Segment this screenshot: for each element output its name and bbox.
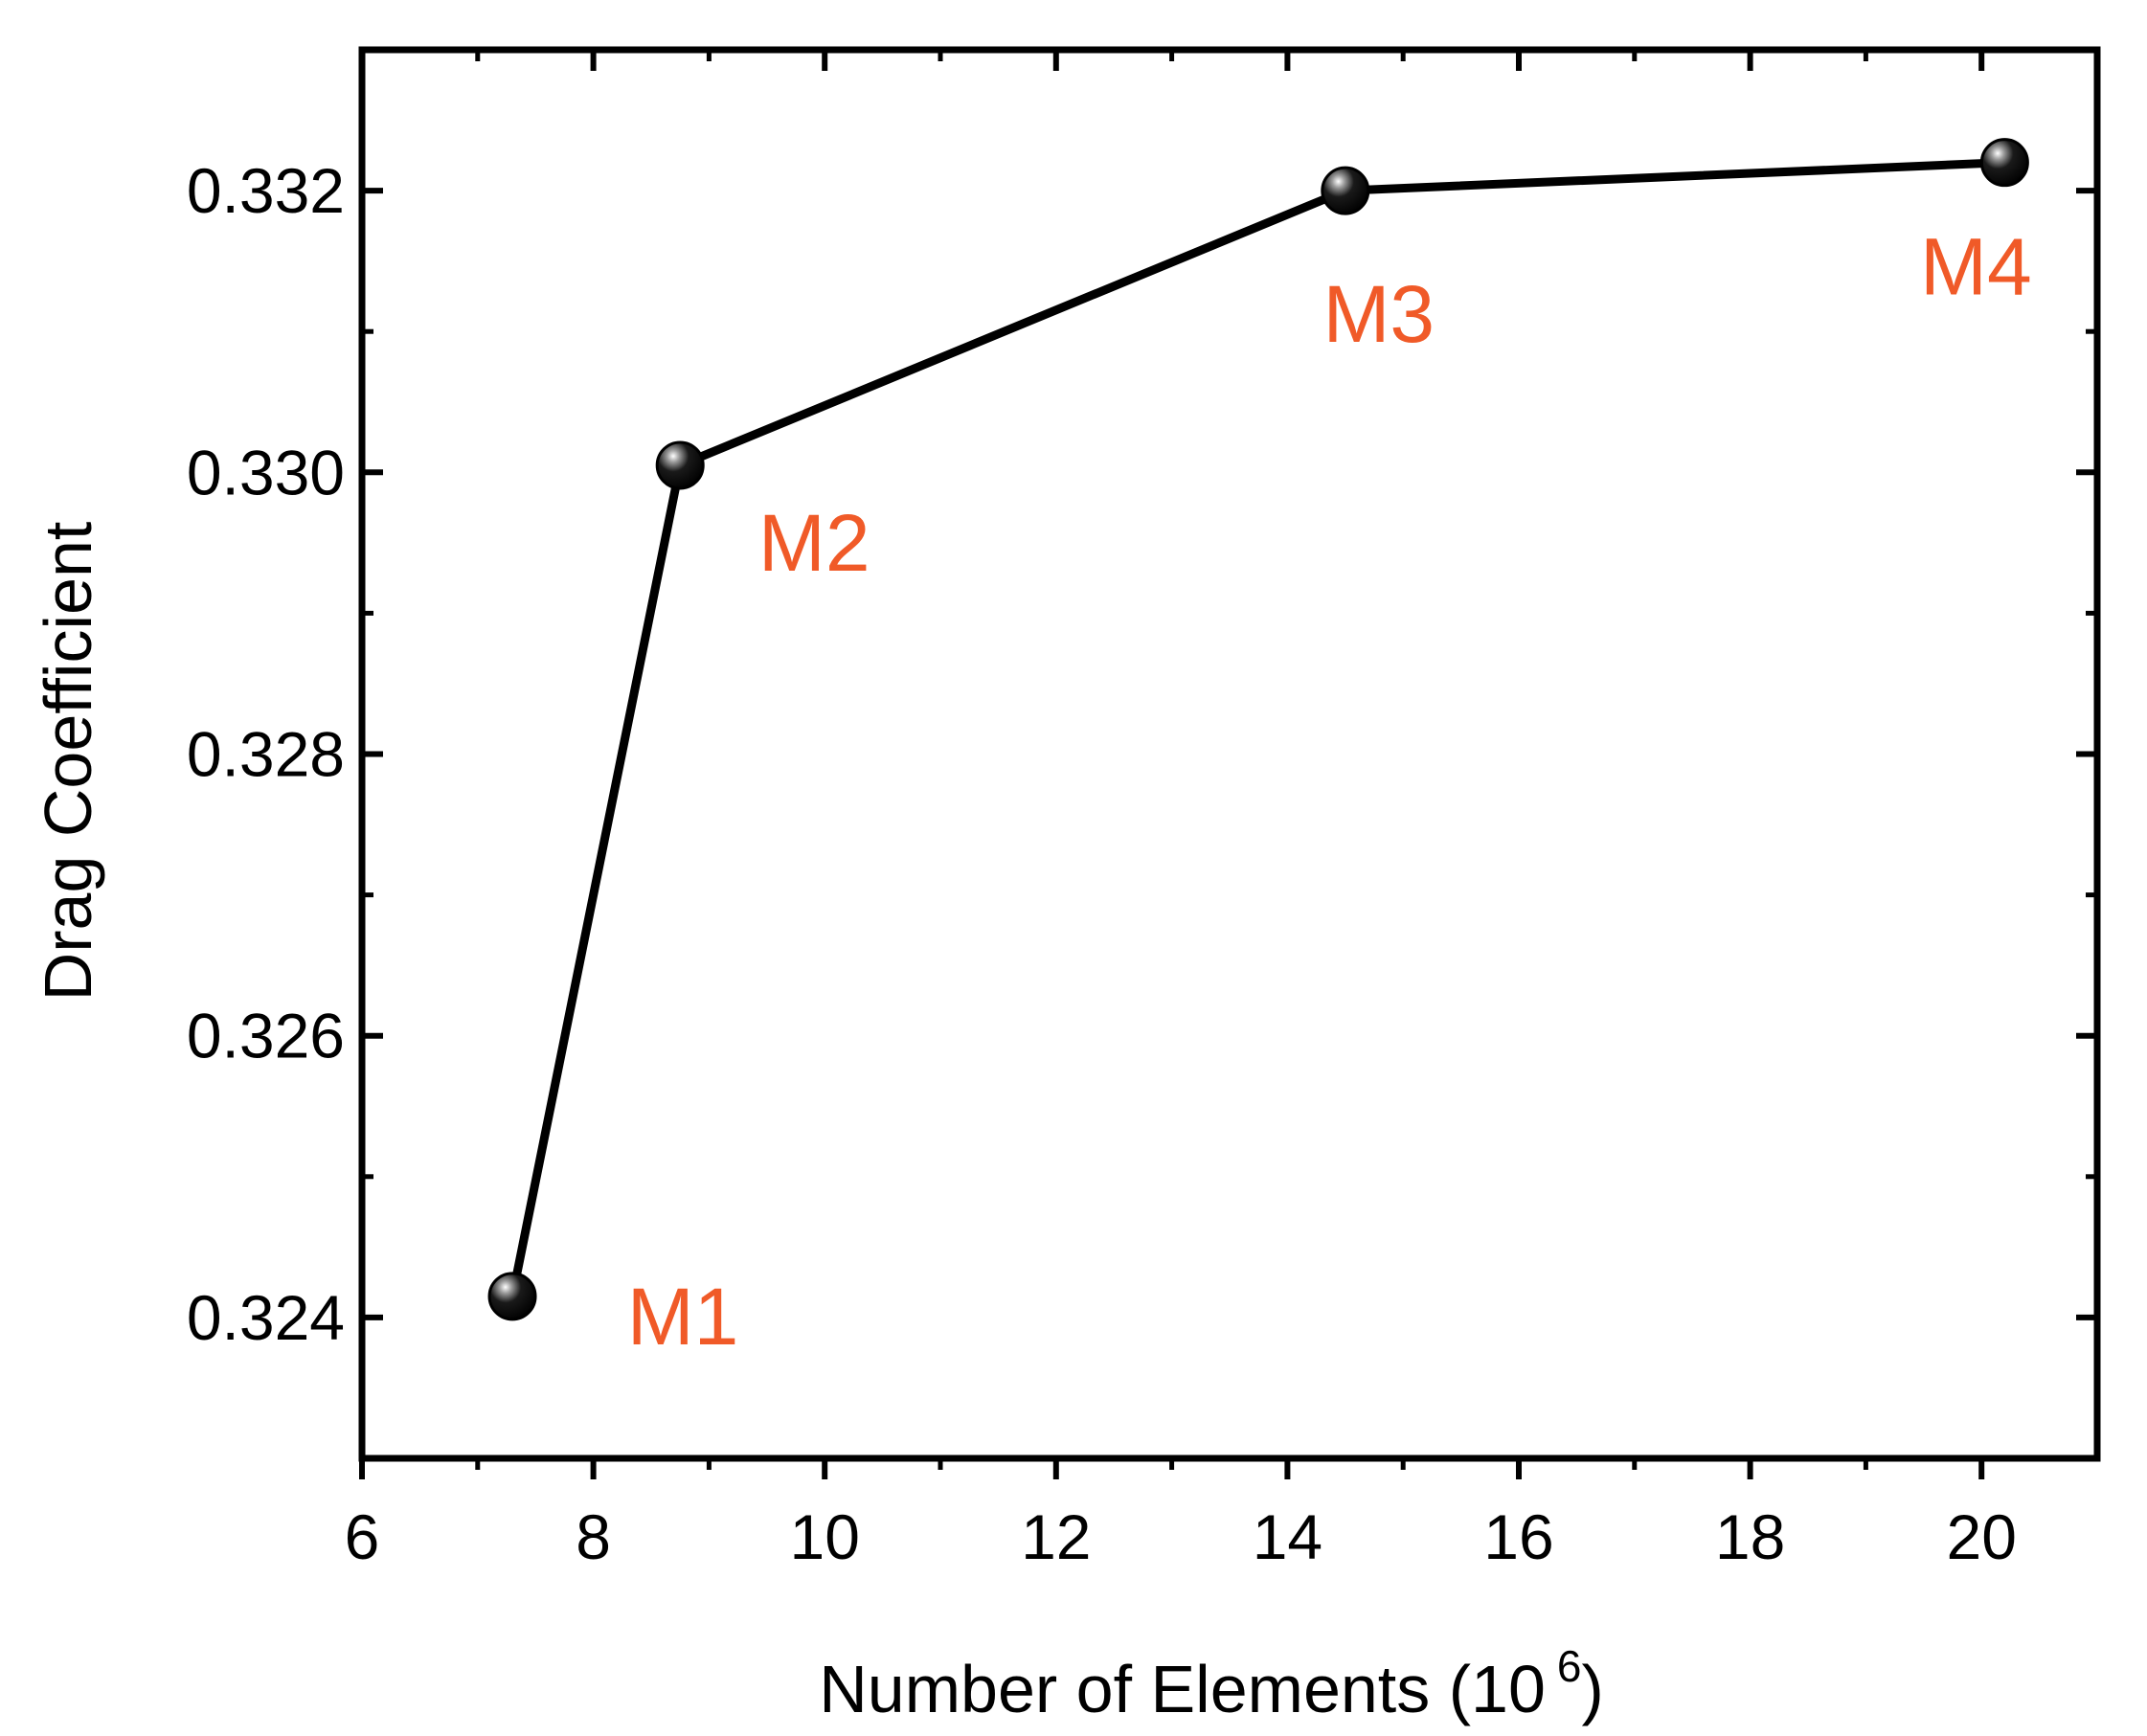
- data-point-label: M4: [1920, 222, 2032, 312]
- x-tick-label: 10: [789, 1501, 859, 1572]
- y-tick-label: 0.328: [187, 719, 345, 790]
- x-tick-label: 20: [1946, 1501, 2016, 1572]
- x-axis-title-exponent: 6: [1557, 1641, 1582, 1691]
- y-axis-title: Drag Coefficient: [31, 522, 105, 1002]
- x-tick-label: 8: [576, 1501, 611, 1572]
- data-point-label: M1: [627, 1272, 739, 1362]
- y-tick-label: 0.324: [187, 1282, 345, 1353]
- x-tick-label: 14: [1253, 1501, 1322, 1572]
- y-tick-label: 0.326: [187, 1001, 345, 1071]
- x-axis-title-close: ): [1581, 1652, 1603, 1726]
- data-point-label: M2: [758, 498, 870, 588]
- x-tick-label: 6: [345, 1501, 380, 1572]
- data-point-marker: [1979, 138, 2029, 188]
- x-axis-title-main: Number of Elements (10: [819, 1652, 1546, 1726]
- data-point-label: M3: [1322, 269, 1435, 359]
- data-point-marker: [487, 1272, 537, 1321]
- x-axis-title: Number of Elements (10 6): [819, 1641, 1604, 1726]
- y-tick-label: 0.332: [187, 155, 345, 226]
- x-tick-label: 18: [1715, 1501, 1785, 1572]
- x-tick-label: 12: [1021, 1501, 1091, 1572]
- data-point-marker: [1321, 166, 1370, 215]
- data-point-marker: [655, 440, 705, 490]
- x-tick-label: 16: [1483, 1501, 1553, 1572]
- series-line: [508, 158, 2005, 1297]
- y-tick-label: 0.330: [187, 437, 345, 507]
